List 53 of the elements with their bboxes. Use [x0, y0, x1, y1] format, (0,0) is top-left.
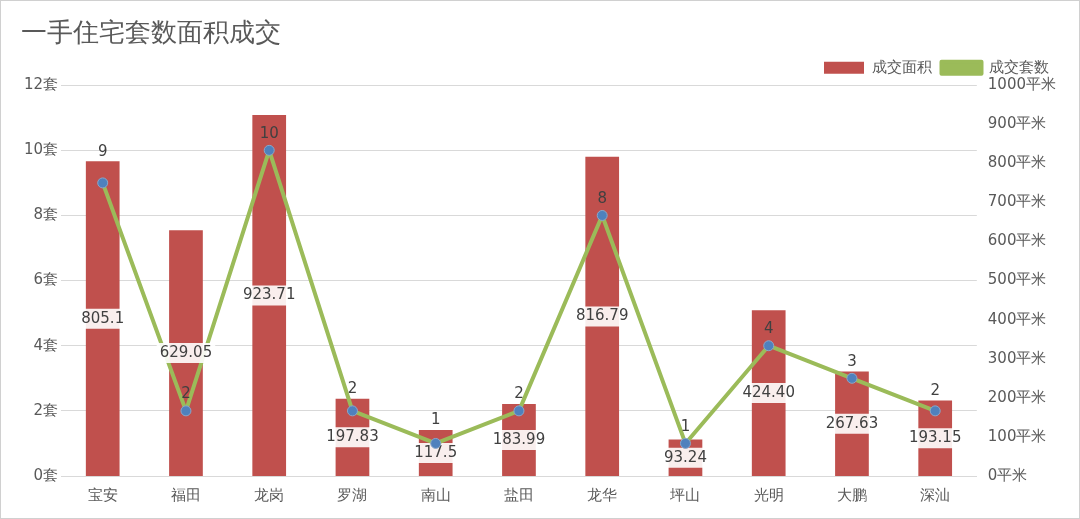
y2-tick-label: 700平米 — [987, 192, 1047, 211]
x-tick-label: 罗湖 — [337, 485, 368, 504]
data-label: 3 — [847, 351, 857, 370]
data-label: 10 — [259, 123, 279, 142]
x-tick-label: 深汕 — [920, 485, 951, 504]
x-tick-label: 盐田 — [503, 485, 534, 504]
chart-title: 一手住宅套数面积成交 — [21, 17, 281, 48]
data-label: 1 — [680, 416, 691, 435]
data-label: 923.71 — [242, 285, 296, 304]
x-tick-label: 坪山 — [669, 485, 701, 504]
data-label: 183.99 — [492, 429, 546, 448]
data-label: 267.63 — [825, 413, 879, 432]
x-tick-label: 龙华 — [587, 485, 618, 504]
data-label: 9 — [97, 141, 108, 160]
legend-label: 成交套数 — [989, 57, 1049, 76]
data-label: 629.05 — [159, 342, 213, 361]
y-tick-label: 8套 — [33, 205, 59, 224]
data-label: 8 — [597, 188, 607, 207]
data-label: 197.83 — [326, 427, 379, 446]
y2-tick-label: 1000平米 — [987, 75, 1057, 94]
y-tick-label: 6套 — [33, 270, 59, 289]
data-label: 193.15 — [908, 428, 962, 447]
y-tick-label: 0套 — [33, 465, 59, 484]
y-tick-label: 10套 — [23, 140, 59, 159]
y-tick-label: 4套 — [33, 335, 59, 354]
x-tick-label: 大鹏 — [836, 485, 867, 504]
x-tick-label: 福田 — [170, 485, 201, 504]
data-label: 2 — [347, 379, 358, 398]
x-tick-label: 光明 — [753, 485, 784, 504]
data-label: 93.24 — [663, 447, 707, 466]
y2-tick-label: 900平米 — [987, 114, 1047, 133]
data-label: 805.1 — [81, 308, 125, 327]
y2-tick-label: 300平米 — [987, 348, 1047, 367]
y2-tick-label: 100平米 — [987, 426, 1047, 445]
y2-tick-label: 800平米 — [987, 153, 1047, 172]
data-label: 1 — [430, 410, 441, 429]
data-label: 424.40 — [742, 382, 795, 401]
y2-tick-label: 0平米 — [987, 465, 1028, 484]
y2-tick-label: 500平米 — [987, 270, 1047, 289]
data-label: 2 — [181, 384, 191, 403]
data-label: 4 — [763, 319, 774, 338]
data-label: 2 — [930, 380, 940, 399]
x-tick-label: 龙岗 — [254, 485, 285, 504]
y-tick-label: 12套 — [23, 75, 59, 94]
y2-tick-label: 400平米 — [987, 309, 1047, 328]
y2-tick-label: 600平米 — [987, 231, 1047, 250]
x-tick-label: 南山 — [420, 485, 451, 504]
x-tick-label: 宝安 — [87, 485, 118, 504]
data-label: 816.79 — [575, 306, 629, 325]
y2-tick-label: 200平米 — [987, 387, 1047, 406]
y-tick-label: 2套 — [33, 400, 59, 419]
legend-label: 成交面积 — [871, 57, 932, 76]
data-label: 2 — [514, 384, 524, 403]
